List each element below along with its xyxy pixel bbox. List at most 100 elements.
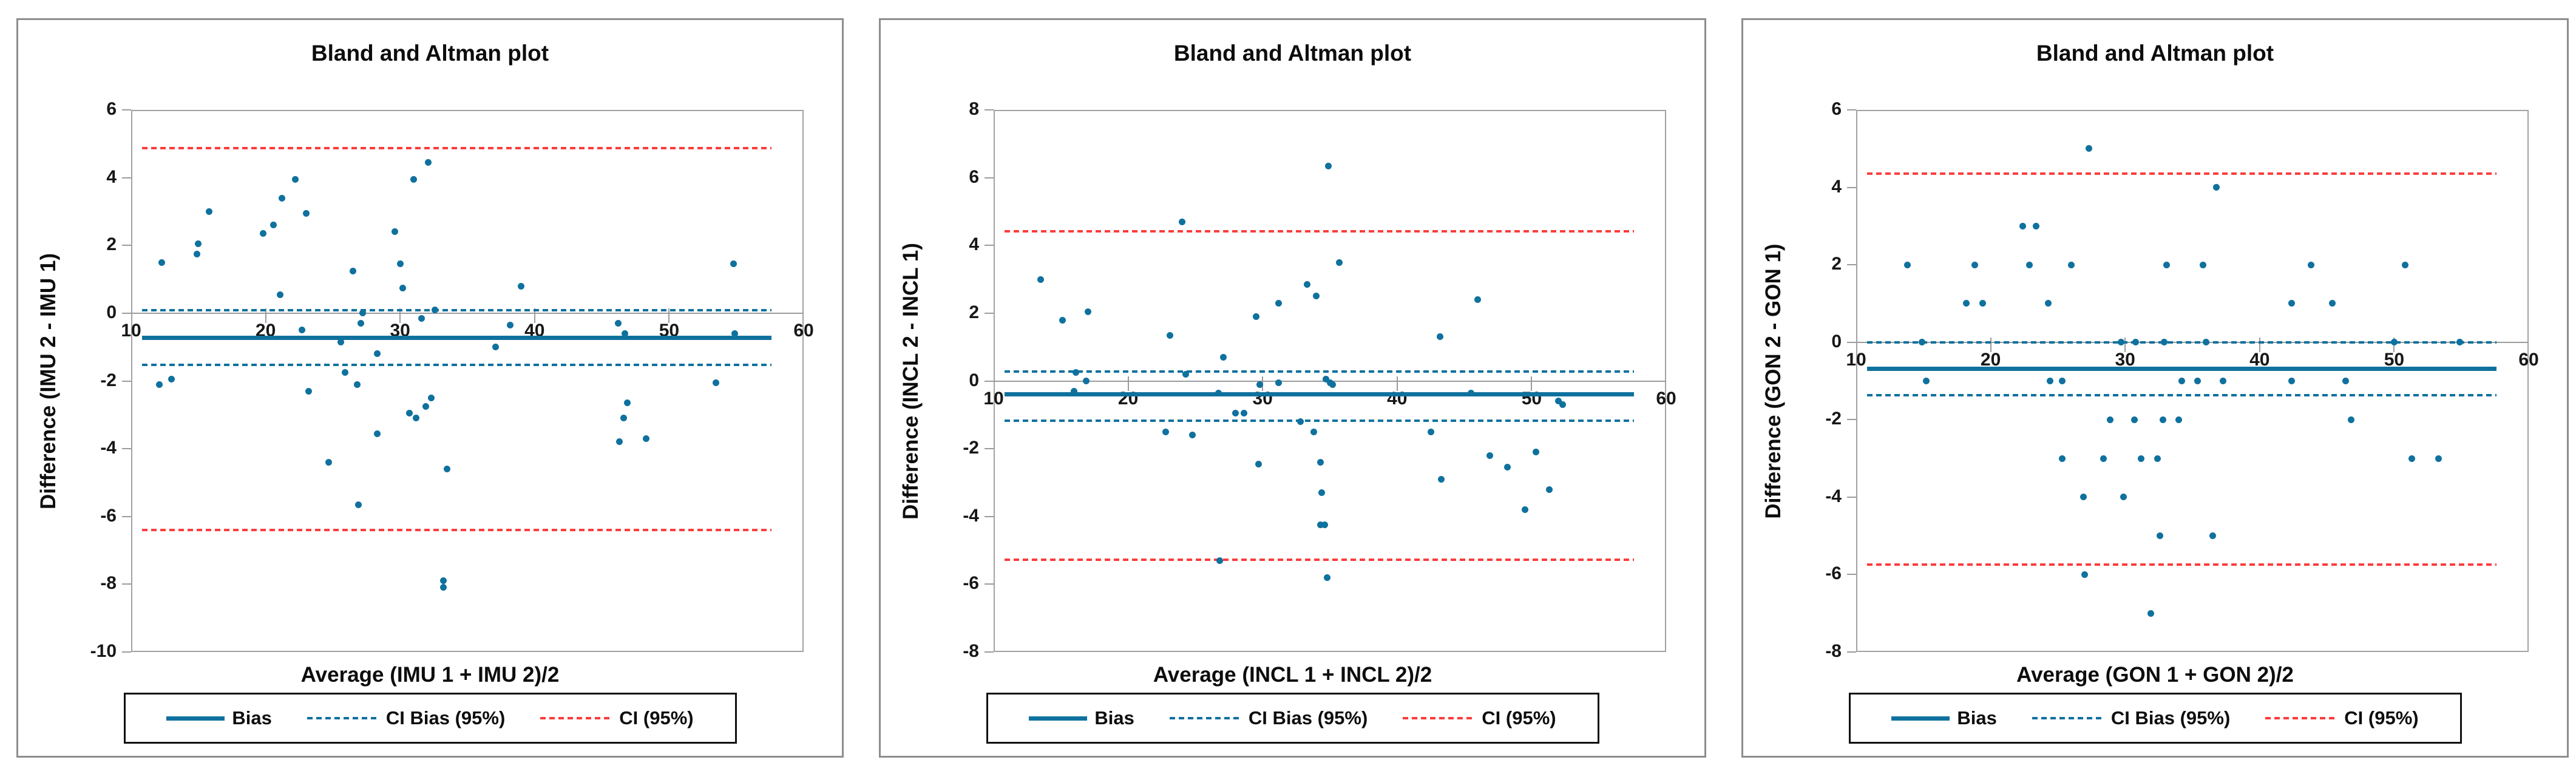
y-tick-label: 0 [106,302,117,322]
x-tick-mark [1531,376,1533,391]
data-point [1468,389,1475,396]
plot-area [1856,110,2529,652]
data-point [713,379,720,386]
data-point [2328,300,2336,307]
x-tick-label: 20 [1980,349,2001,370]
x-tick-label: 50 [2384,349,2405,370]
x-tick-mark [1990,337,1991,352]
data-point [2160,339,2168,346]
data-point [195,240,202,247]
data-point [1427,428,1434,435]
data-point [1922,378,1930,384]
data-point [730,260,737,268]
data-point [2401,261,2408,268]
data-point [2107,416,2114,423]
ci-bias-line-lower [141,363,771,366]
data-point [492,344,500,351]
y-tick-label: -8 [100,573,117,594]
data-point [2120,494,2127,501]
y-tick-mark [985,380,994,382]
y-axis-title: Difference (IMU 2 - IMU 1) [36,253,60,509]
y-tick-mark [1847,264,1856,266]
y-tick-label: -6 [1825,563,1842,584]
y-tick-mark [985,515,994,517]
chart-title: Bland and Altman plot [2036,41,2274,66]
data-point [620,415,627,422]
data-point [413,415,420,422]
y-tick-mark [985,312,994,314]
ci-line-lower [1004,559,1634,562]
data-point [1559,401,1566,409]
data-point [2081,571,2089,578]
data-point [2058,455,2066,462]
data-point [259,230,266,237]
data-point [1182,370,1190,378]
x-tick-label: 10 [121,320,141,341]
legend: Bias CI Bias (95%) CI (95%) [123,693,737,744]
data-point [156,381,163,388]
data-point [1336,259,1343,266]
data-point [624,399,631,407]
data-point [518,282,525,290]
x-tick-label: 30 [1252,388,1273,409]
data-point [1037,276,1045,283]
data-point [1220,353,1227,361]
legend-label: CI (95%) [1482,707,1556,729]
data-point [1178,218,1185,225]
data-point [341,369,348,376]
data-point [2138,455,2145,462]
ci-bias-line-lower [1866,394,2496,397]
data-point [439,577,447,585]
data-point [1296,418,1304,425]
y-tick-mark [1847,496,1856,498]
data-point [396,260,404,268]
data-point [158,259,166,266]
data-point [2178,378,2185,384]
x-tick-label: 60 [1656,388,1676,409]
data-point [2200,261,2207,268]
data-point [1084,308,1091,315]
ci-line-lower [1866,563,2496,566]
data-point [2194,378,2201,384]
y-tick-label: -6 [100,505,117,526]
ci-line-swatch [1403,717,1475,719]
ci-bias-line-upper [141,309,771,312]
data-point [2154,455,2161,462]
data-point [337,338,345,345]
y-tick-mark [1847,651,1856,653]
data-point [2147,610,2154,617]
plot-area [131,110,804,652]
data-point [643,435,650,442]
data-point [2307,261,2314,268]
x-tick-mark [1396,376,1398,391]
data-point [439,584,447,591]
data-point [2058,378,2066,384]
y-tick-label: 0 [1831,331,1842,352]
data-point [432,306,439,313]
data-point [1486,452,1494,459]
data-point [1189,432,1196,439]
y-tick-mark [985,177,994,178]
y-tick-mark [122,312,131,314]
data-point [2390,339,2398,346]
data-point [1240,410,1247,417]
data-point [1232,410,1239,417]
chart-panel: Bland and Altman plot 6 4 2 0 -2 -4 -6 -8 -10 10 20… [16,18,844,758]
data-point [1329,381,1336,388]
data-point [1324,574,1331,581]
legend: Bias CI Bias (95%) CI (95%) [986,693,1599,744]
data-point [1963,300,1970,307]
data-point [350,267,357,274]
data-point [1325,162,1332,169]
y-tick-mark [122,651,131,653]
y-tick-mark [985,109,994,110]
data-point [1532,449,1539,456]
data-point [2046,378,2053,384]
data-point [2456,339,2464,346]
chart-panel: Bland and Altman plot 8 6 4 2 0 -2 -4 -6 -8 10 20 30… [879,18,1706,758]
y-tick-mark [1847,341,1856,343]
legend-item: Bias [1891,707,1997,729]
data-point [168,376,175,383]
data-point [291,175,299,183]
data-point [2157,532,2164,540]
